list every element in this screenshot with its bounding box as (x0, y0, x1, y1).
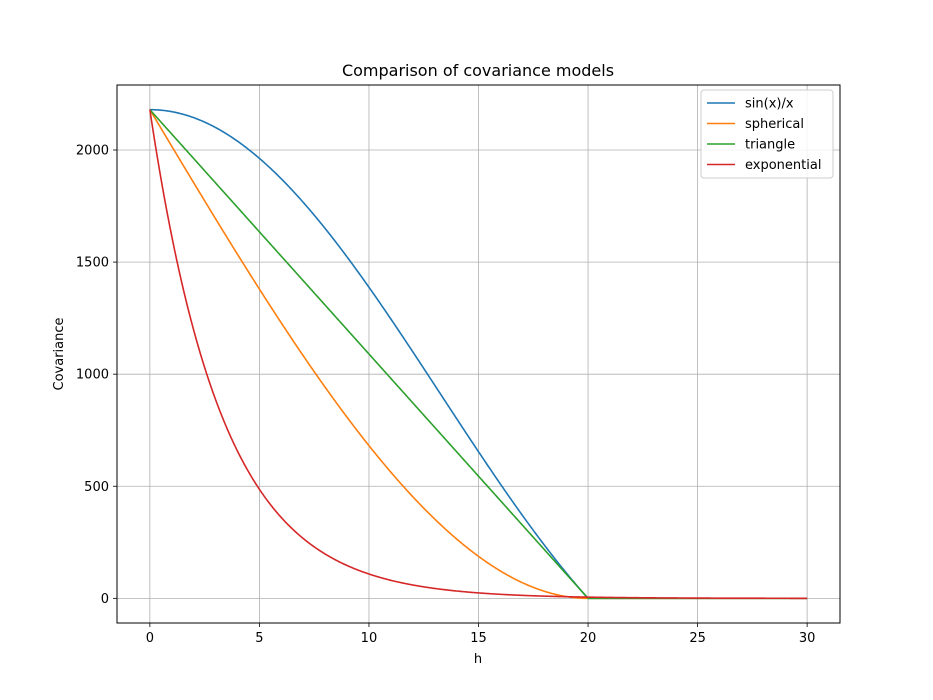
x-tick-label: 20 (580, 631, 597, 646)
chart-title: Comparison of covariance models (342, 61, 614, 80)
y-tick-label: 1000 (76, 368, 109, 383)
legend: sin(x)/x spherical triangle exponential (700, 89, 834, 179)
x-axis-label: h (474, 652, 482, 667)
x-tick-label: 0 (146, 631, 154, 646)
y-axis-label: Covariance (52, 318, 67, 391)
legend-label-sinc: sin(x)/x (745, 97, 794, 112)
x-tick-label: 5 (255, 631, 263, 646)
y-tick-label: 2000 (76, 144, 109, 159)
series-line-exponential (149, 109, 808, 600)
legend-label-triangle: triangle (745, 138, 795, 153)
y-tick-label: 500 (84, 480, 109, 495)
ticks: 0 5 10 15 20 25 30 0 500 1000 1500 2000 (76, 144, 816, 646)
x-tick-label: 25 (689, 631, 706, 646)
x-tick-label: 30 (799, 631, 816, 646)
y-tick-label: 1500 (76, 256, 109, 271)
x-tick-label: 10 (361, 631, 378, 646)
y-tick-label: 0 (101, 592, 109, 607)
x-tick-label: 15 (470, 631, 487, 646)
legend-box (700, 89, 834, 179)
series-lines (149, 108, 808, 600)
legend-label-spherical: spherical (745, 117, 804, 132)
legend-label-exponential: exponential (745, 158, 821, 173)
